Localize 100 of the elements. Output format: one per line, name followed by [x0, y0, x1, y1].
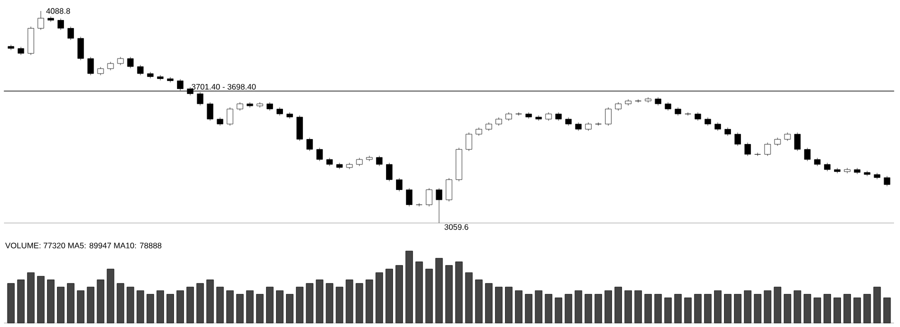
bar — [485, 283, 493, 324]
bar — [704, 294, 712, 324]
bar — [356, 283, 364, 324]
bar — [515, 290, 522, 324]
candlestick — [127, 56, 134, 68]
bar — [465, 272, 473, 324]
bar — [624, 290, 632, 324]
bar — [754, 294, 762, 324]
bar — [76, 290, 84, 324]
bar — [853, 298, 861, 324]
candlestick — [754, 152, 761, 156]
bar — [883, 298, 891, 324]
candlestick — [68, 26, 74, 40]
bar — [196, 283, 204, 324]
bar — [17, 280, 25, 324]
bar — [684, 298, 692, 324]
bar — [376, 272, 383, 324]
bar — [176, 290, 184, 324]
bar — [873, 286, 881, 324]
candlestick — [605, 107, 612, 126]
candlestick — [296, 115, 303, 142]
bar — [594, 294, 602, 324]
candlestick — [206, 102, 214, 121]
bar — [326, 283, 334, 324]
bar — [824, 294, 831, 324]
candlestick — [177, 78, 184, 91]
candlestick — [684, 112, 692, 116]
bar — [834, 298, 841, 324]
bar — [316, 280, 324, 324]
bar — [286, 294, 294, 324]
bar — [405, 250, 413, 324]
bar — [804, 294, 812, 324]
bar — [96, 280, 104, 324]
candlestick — [137, 64, 144, 76]
bar — [495, 286, 502, 324]
bar — [664, 298, 672, 324]
bar — [524, 294, 532, 324]
bar — [844, 294, 851, 324]
bar — [206, 280, 214, 324]
bar — [774, 286, 782, 324]
bar — [574, 290, 582, 324]
candlestick — [774, 137, 781, 146]
bar — [674, 294, 682, 324]
candlestick — [436, 188, 442, 224]
bar — [136, 290, 144, 324]
bar — [57, 286, 64, 324]
bar — [246, 290, 254, 324]
candlestick — [794, 132, 801, 152]
bar — [67, 283, 74, 324]
bar — [156, 290, 164, 324]
candlestick — [784, 132, 791, 142]
candlestick — [764, 142, 771, 156]
bar — [425, 268, 433, 324]
bar — [226, 290, 234, 324]
bar — [106, 268, 114, 324]
bar — [126, 286, 134, 324]
bar — [644, 294, 652, 324]
candlestick — [406, 188, 412, 207]
bar — [266, 286, 274, 324]
candlestick — [316, 148, 323, 162]
bar — [784, 294, 792, 324]
bar — [296, 286, 304, 324]
candlestick — [884, 176, 890, 186]
bar — [714, 290, 722, 324]
candlestick — [466, 132, 472, 152]
bar — [584, 294, 592, 324]
bar — [455, 262, 463, 324]
bar — [604, 290, 612, 324]
bar — [336, 286, 344, 324]
bar — [27, 272, 35, 324]
bar — [435, 258, 443, 324]
bar — [534, 290, 542, 324]
bar — [654, 294, 662, 324]
candlestick — [734, 132, 741, 146]
bar — [366, 280, 374, 324]
candlestick — [196, 92, 204, 106]
candlestick — [804, 148, 811, 162]
candlestick — [58, 18, 64, 30]
bar — [694, 294, 702, 324]
bar — [445, 265, 453, 324]
bar — [505, 286, 512, 324]
candlestick — [744, 142, 751, 156]
bar — [734, 294, 742, 324]
bar — [186, 286, 194, 324]
candlestick — [8, 44, 14, 50]
bar — [764, 290, 772, 324]
bar — [614, 286, 622, 324]
bar — [166, 294, 174, 324]
candlestick — [38, 10, 44, 30]
candlestick — [77, 36, 84, 60]
bar — [116, 283, 124, 324]
candlestick — [396, 178, 402, 192]
bar — [396, 265, 403, 324]
candlestick — [306, 137, 313, 152]
bar — [216, 286, 224, 324]
candlestick — [446, 178, 452, 202]
candlestick — [376, 156, 382, 166]
bar — [146, 294, 154, 324]
bar — [346, 280, 354, 324]
bar — [863, 294, 871, 324]
